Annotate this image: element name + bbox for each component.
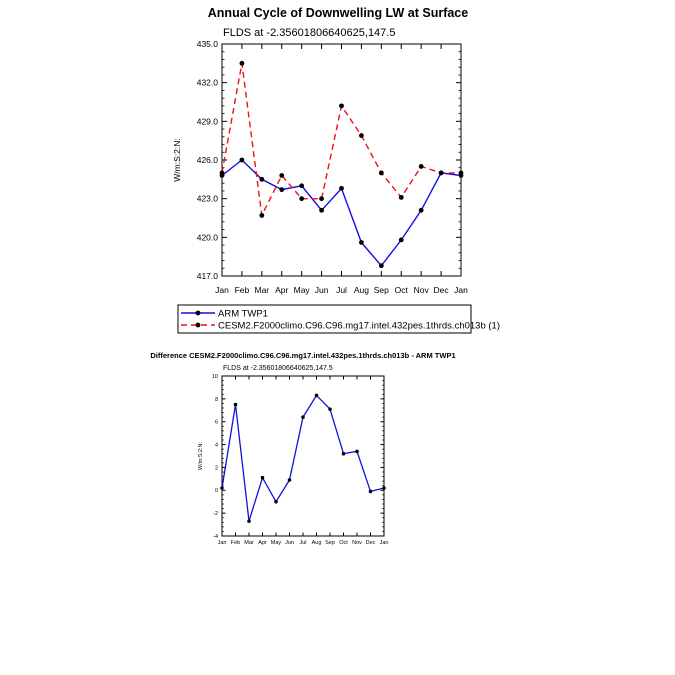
data-point — [314, 393, 319, 398]
x-tick-label: Feb — [231, 540, 240, 546]
data-point — [398, 237, 404, 243]
chart-title: Difference CESM2.F2000climo.C96.C96.mg17… — [150, 351, 455, 360]
data-point — [274, 499, 278, 504]
x-tick-label: Sep — [325, 540, 335, 546]
y-tick-label: -2 — [213, 511, 218, 517]
y-axis-label: W/m:S:2:N: — [198, 441, 204, 470]
data-point — [219, 170, 225, 176]
x-tick-label: May — [294, 285, 311, 295]
data-point — [299, 183, 305, 189]
y-tick-label: 420.0 — [197, 232, 219, 242]
data-point — [319, 196, 324, 202]
difference-chart: Difference CESM2.F2000climo.C96.C96.mg17… — [0, 345, 675, 555]
data-point — [259, 176, 265, 182]
data-point — [328, 407, 332, 411]
data-point — [301, 415, 305, 419]
x-tick-label: Aug — [312, 540, 322, 546]
y-tick-label: 429.0 — [197, 116, 219, 126]
data-point — [279, 187, 285, 193]
x-tick-label: Apr — [275, 285, 288, 295]
x-tick-label: Oct — [395, 285, 409, 295]
data-point — [239, 60, 245, 66]
main-chart-svg: Annual Cycle of Downwelling LW at Surfac… — [172, 6, 500, 334]
data-point — [438, 170, 444, 176]
x-tick-label: Jun — [315, 285, 329, 295]
y-tick-label: 432.0 — [197, 78, 219, 88]
x-tick-label: Mar — [255, 285, 270, 295]
data-point — [418, 207, 424, 213]
data-point — [299, 196, 305, 202]
difference-chart-svg: Difference CESM2.F2000climo.C96.C96.mg17… — [150, 351, 455, 546]
x-tick-label: Dec — [366, 540, 376, 546]
legend-label-0: ARM TWP1 — [218, 309, 268, 320]
data-point — [260, 475, 265, 480]
y-tick-label: 435.0 — [197, 39, 219, 49]
data-point — [341, 451, 346, 456]
x-tick-label: Apr — [258, 540, 267, 546]
data-point — [382, 486, 386, 490]
data-point — [279, 173, 285, 178]
x-tick-label: Jul — [299, 540, 306, 546]
y-tick-label: 0 — [215, 488, 218, 494]
chart-subtitle: FLDS at -2.35601806640625,147.5 — [223, 27, 395, 39]
data-point — [398, 194, 404, 200]
data-point — [259, 213, 265, 218]
y-tick-label: 423.0 — [197, 194, 219, 204]
x-tick-label: Mar — [244, 540, 254, 546]
chart-subtitle: FLDS at -2.35601806640625,147.5 — [223, 365, 333, 372]
x-tick-label: Nov — [352, 540, 362, 546]
data-point — [378, 263, 384, 269]
data-point — [233, 402, 238, 407]
data-point — [378, 170, 384, 176]
x-tick-label: Dec — [434, 285, 450, 295]
y-tick-label: 2 — [215, 465, 218, 471]
x-tick-label: Jul — [336, 285, 347, 295]
y-tick-label: 10 — [212, 374, 218, 380]
data-point — [339, 103, 344, 109]
data-point — [247, 519, 251, 523]
series-line-0 — [221, 394, 385, 522]
x-tick-label: Aug — [354, 285, 369, 295]
x-tick-label: Sep — [374, 285, 389, 295]
legend-label-1: CESM2.F2000climo.C96.C96.mg17.intel.432p… — [218, 321, 500, 332]
data-point — [239, 157, 245, 163]
x-tick-label: Nov — [414, 285, 430, 295]
y-tick-label: 4 — [215, 442, 218, 448]
data-point — [368, 489, 373, 494]
x-tick-label: Jan — [215, 285, 229, 295]
x-tick-label: Jun — [285, 540, 294, 546]
data-point — [220, 486, 224, 490]
x-tick-label: Oct — [339, 540, 348, 546]
data-point — [458, 170, 464, 176]
main-chart: Annual Cycle of Downwelling LW at Surfac… — [172, 6, 500, 334]
data-point — [339, 185, 344, 191]
y-tick-label: 8 — [215, 397, 218, 403]
y-tick-label: 6 — [215, 420, 218, 426]
x-tick-label: May — [271, 540, 282, 546]
series-line-1 — [221, 63, 461, 218]
data-point — [359, 240, 364, 245]
data-point — [359, 133, 364, 138]
data-point — [319, 207, 324, 213]
x-tick-label: Feb — [235, 285, 250, 295]
series-line-0 — [221, 159, 462, 267]
legend-marker-0 — [195, 310, 201, 316]
legend-box — [177, 304, 472, 334]
y-tick-label: -4 — [213, 534, 218, 540]
y-axis-label: W/m:S:2:N: — [172, 138, 182, 181]
y-tick-label: 417.0 — [197, 271, 219, 281]
plot-frame — [221, 43, 462, 277]
data-point — [287, 478, 292, 482]
x-tick-label: Jan — [454, 285, 468, 295]
x-tick-label: Jan — [380, 540, 389, 546]
y-tick-label: 426.0 — [197, 155, 219, 165]
x-tick-label: Jan — [218, 540, 227, 546]
chart-title: Annual Cycle of Downwelling LW at Surfac… — [208, 6, 468, 20]
legend-marker-1 — [195, 322, 201, 328]
plot-frame — [221, 375, 385, 537]
data-point — [418, 164, 424, 169]
data-point — [355, 449, 359, 454]
